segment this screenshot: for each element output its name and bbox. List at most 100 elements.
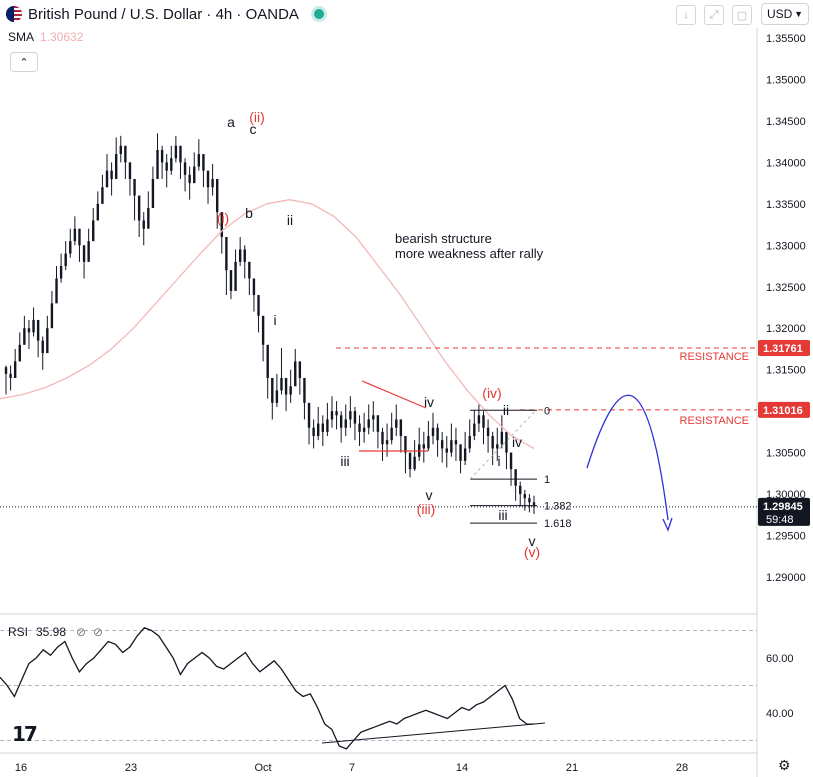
move-down-button[interactable]: ↓ (676, 5, 696, 25)
price-tick-label: 1.30500 (766, 448, 806, 460)
candle-body (431, 427, 435, 437)
fib-level-label: 1.618 (544, 518, 572, 530)
candle-body (395, 419, 398, 428)
fib-trend-line (469, 409, 537, 480)
price-tick-label: 1.29000 (766, 572, 806, 584)
projection-arc (586, 394, 669, 521)
candle-body (427, 436, 430, 449)
window-button[interactable]: ▢ (732, 5, 752, 25)
candle-body (82, 245, 86, 262)
candle-body (170, 158, 173, 171)
candle-body (463, 448, 467, 461)
projection-arrowhead (662, 517, 673, 532)
wave-label-red: (i) (217, 210, 229, 226)
currency-label: USD (767, 7, 793, 21)
resistance-price-label: 1.31016 (763, 405, 803, 417)
candle-body (353, 411, 357, 424)
wave-label-black: iv (512, 434, 522, 450)
candle-body (206, 170, 210, 188)
candle-body (519, 485, 522, 495)
maximize-button[interactable]: ⤢ (704, 5, 724, 25)
price-tick-label: 1.35000 (766, 74, 806, 86)
candle-body (372, 415, 375, 420)
sma-legend[interactable]: SMA 1.30632 (8, 30, 83, 44)
candle-body (303, 377, 306, 403)
candle-body (64, 253, 67, 267)
fib-level-label: 0 (544, 405, 550, 417)
candle-body (339, 415, 343, 428)
candle-body (55, 278, 58, 304)
candle-body (280, 377, 283, 391)
candle-body (445, 448, 448, 453)
candle-body (69, 241, 72, 254)
wave-label-red: (ii) (249, 109, 265, 125)
symbol-title[interactable]: British Pound / U.S. Dollar · 4h · OANDA (28, 5, 299, 23)
candle-body (261, 315, 265, 345)
resistance-label: RESISTANCE (680, 351, 749, 363)
candle-body (335, 411, 338, 416)
candle-body (275, 390, 279, 403)
candle-body (284, 377, 288, 395)
candle-body (18, 344, 21, 362)
candle-body (399, 419, 403, 437)
time-tick-label: 23 (125, 762, 137, 774)
resistance-price-tag (758, 401, 810, 418)
candle-body (101, 187, 104, 204)
settings-gear-icon[interactable]: ⚙ (778, 757, 791, 773)
collapse-legend-button[interactable]: ⌃ (10, 52, 38, 72)
candle-body (344, 419, 347, 428)
candle-body (193, 166, 196, 184)
candle-body (59, 266, 63, 279)
candle-body (376, 415, 380, 432)
candle-body (92, 220, 95, 242)
candle-body (349, 411, 352, 420)
candle-body (183, 162, 187, 175)
tradingview-logo[interactable]: 17 (12, 722, 38, 746)
candle-body (413, 456, 416, 470)
candle-body (248, 261, 251, 279)
time-tick-label: 28 (676, 762, 688, 774)
currency-select[interactable]: USD ▼ (761, 3, 809, 25)
candle-body (404, 436, 407, 453)
candle-body (271, 377, 274, 403)
candle-body (317, 423, 320, 437)
wave-label-black: b (245, 205, 253, 221)
candle-body (137, 195, 141, 221)
candle-body (238, 249, 242, 262)
candle-body (422, 444, 426, 449)
fib-level-label: 1.382 (544, 501, 572, 513)
candle-body (385, 440, 389, 445)
candle-body (160, 149, 164, 163)
candle-body (294, 361, 297, 387)
candle-body (473, 423, 476, 437)
annotation-text: more weakness after rally (395, 246, 544, 261)
candle-body (188, 174, 191, 184)
wave-label-black: iii (340, 453, 349, 469)
candle-body (87, 241, 90, 262)
resistance-price-tag (758, 340, 810, 357)
candle-body (440, 440, 444, 449)
wave-label-black: v (426, 487, 433, 503)
triangle-upper-line (361, 380, 427, 409)
wave-label-black: ii (503, 402, 509, 418)
symbol-header[interactable]: British Pound / U.S. Dollar · 4h · OANDA (6, 4, 327, 24)
candle-body (523, 494, 527, 499)
wave-label-red: (iv) (482, 385, 501, 401)
candle-body (27, 328, 31, 333)
sma-value: 1.30632 (40, 30, 84, 44)
candle-body (436, 427, 439, 441)
candle-body (486, 427, 490, 437)
candle-body (500, 431, 504, 445)
time-tick-label: 21 (566, 762, 578, 774)
wave-label-black: v (529, 533, 536, 549)
wave-label-black: ii (287, 212, 293, 228)
sma-label: SMA (8, 30, 35, 44)
rsi-hide-icon: ⊘ (76, 625, 86, 639)
candle-body (321, 423, 324, 432)
candle-body (23, 328, 26, 345)
price-tick-label: 1.29500 (766, 531, 806, 543)
candle-body (491, 436, 494, 449)
candle-body (468, 436, 471, 449)
